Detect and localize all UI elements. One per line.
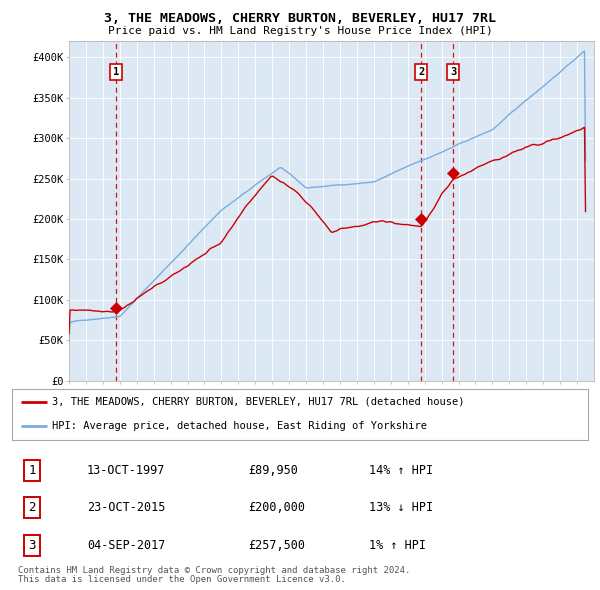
Text: 13-OCT-1997: 13-OCT-1997 <box>87 464 165 477</box>
Text: £200,000: £200,000 <box>248 502 305 514</box>
Text: Price paid vs. HM Land Registry's House Price Index (HPI): Price paid vs. HM Land Registry's House … <box>107 26 493 36</box>
Text: 3, THE MEADOWS, CHERRY BURTON, BEVERLEY, HU17 7RL (detached house): 3, THE MEADOWS, CHERRY BURTON, BEVERLEY,… <box>52 397 465 407</box>
Text: 3: 3 <box>28 539 36 552</box>
Text: 1: 1 <box>28 464 36 477</box>
Text: 2: 2 <box>418 67 425 77</box>
Text: 1% ↑ HPI: 1% ↑ HPI <box>369 539 426 552</box>
Text: 13% ↓ HPI: 13% ↓ HPI <box>369 502 433 514</box>
Text: £257,500: £257,500 <box>248 539 305 552</box>
Text: 2: 2 <box>28 502 36 514</box>
Text: 1: 1 <box>113 67 119 77</box>
Text: 3: 3 <box>450 67 456 77</box>
Text: Contains HM Land Registry data © Crown copyright and database right 2024.: Contains HM Land Registry data © Crown c… <box>18 566 410 575</box>
Text: HPI: Average price, detached house, East Riding of Yorkshire: HPI: Average price, detached house, East… <box>52 421 427 431</box>
Text: £89,950: £89,950 <box>248 464 298 477</box>
Text: 14% ↑ HPI: 14% ↑ HPI <box>369 464 433 477</box>
Text: 3, THE MEADOWS, CHERRY BURTON, BEVERLEY, HU17 7RL: 3, THE MEADOWS, CHERRY BURTON, BEVERLEY,… <box>104 12 496 25</box>
Text: 04-SEP-2017: 04-SEP-2017 <box>87 539 165 552</box>
Text: 23-OCT-2015: 23-OCT-2015 <box>87 502 165 514</box>
Text: This data is licensed under the Open Government Licence v3.0.: This data is licensed under the Open Gov… <box>18 575 346 585</box>
